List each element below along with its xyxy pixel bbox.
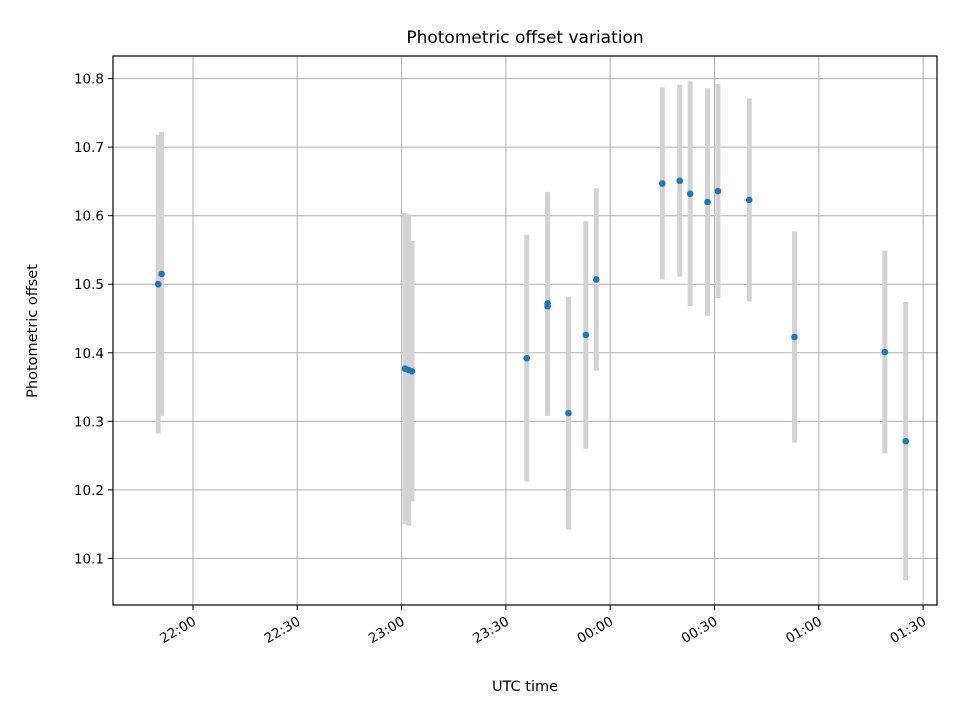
data-points: [154, 177, 910, 445]
y-tick-label: 10.8: [74, 72, 104, 88]
y-tick-label: 10.4: [74, 346, 104, 362]
data-point: [704, 198, 711, 206]
data-point: [686, 190, 694, 198]
data-point: [902, 437, 910, 445]
data-point: [659, 180, 666, 187]
data-point: [592, 276, 600, 283]
error-bars: [155, 81, 909, 581]
data-point: [154, 280, 162, 288]
data-point: [745, 196, 753, 204]
plot-frame: [112, 55, 938, 606]
y-tick-label: 10.6: [74, 209, 104, 225]
data-point: [408, 367, 416, 375]
x-tick-label: 22:00: [157, 614, 199, 647]
data-point: [544, 300, 551, 307]
data-point: [676, 177, 684, 185]
data-point: [714, 187, 722, 195]
x-tick-label: 01:00: [783, 614, 825, 647]
data-point: [565, 409, 572, 417]
x-tick-label: 23:30: [470, 614, 512, 647]
x-tick-label: 22:30: [262, 614, 304, 647]
y-axis: 10.1 10.2 10.3 10.4 10.5 10.6 10.7 10.8: [74, 72, 113, 567]
x-axis-label: UTC time: [492, 679, 558, 695]
data-point: [158, 270, 165, 278]
chart-title: Photometric offset variation: [406, 28, 643, 48]
x-tick-label: 23:00: [366, 614, 408, 647]
y-tick-label: 10.5: [74, 277, 104, 293]
data-point: [881, 348, 889, 356]
x-tick-label: 00:00: [574, 614, 616, 647]
y-tick-label: 10.3: [74, 414, 104, 430]
x-tick-label: 00:30: [679, 614, 721, 647]
data-point: [582, 331, 590, 339]
y-axis-label: Photometric offset: [25, 264, 41, 398]
y-tick-label: 10.2: [74, 483, 104, 499]
x-tick-label: 01:30: [887, 614, 929, 647]
y-tick-label: 10.7: [74, 140, 104, 156]
y-tick-label: 10.1: [74, 551, 104, 567]
x-axis: 22:00 22:30 23:00 23:30 00:00 00:30 01:00 01:30: [157, 605, 929, 647]
data-point: [791, 333, 798, 341]
data-point: [523, 354, 531, 362]
